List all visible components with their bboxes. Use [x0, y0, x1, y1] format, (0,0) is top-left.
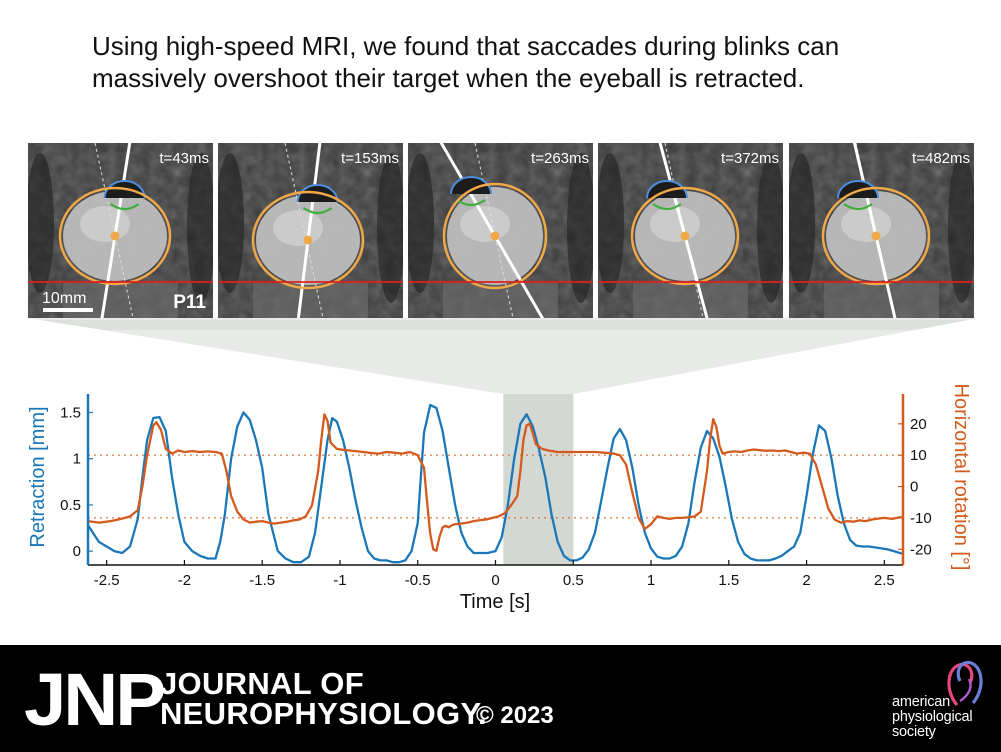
x-tick-label: -1.5 [249, 572, 275, 589]
aps-logo-icon [947, 660, 983, 707]
highlight-band [503, 394, 574, 565]
eyeball-outline [442, 182, 548, 290]
publisher-line-2: physiological [892, 709, 973, 725]
eyeball-center-marker [490, 231, 500, 241]
copyright: © 2023 [476, 702, 554, 729]
x-axis-label: Time [s] [460, 591, 530, 613]
mri-frame: t=482ms [789, 143, 974, 318]
lens-outline [456, 199, 486, 207]
lens-outline [652, 203, 682, 211]
left-y-tick-label: 1.5 [60, 404, 81, 421]
right-y-tick-label: 10 [910, 447, 927, 464]
headline: Using high-speed MRI, we found that sacc… [92, 30, 972, 94]
lens-outline [302, 207, 333, 215]
lens-outline [109, 203, 140, 211]
right-y-tick-label: 20 [910, 416, 927, 433]
eyeball-center-marker [680, 231, 690, 241]
journal-name-line-1: JOURNAL OF [160, 666, 364, 701]
journal-name-line-2: NEUROPHYSIOLOGY. [160, 696, 487, 731]
scale-bar [43, 308, 93, 312]
right-y-tick-label: -10 [910, 510, 932, 527]
x-tick-label: 1 [647, 572, 655, 589]
mri-frame: t=153ms [218, 143, 403, 318]
x-tick-label: 2 [802, 572, 810, 589]
cornea-outline [450, 176, 492, 195]
mri-frame: t=372ms [598, 143, 783, 318]
lens-outline [843, 203, 873, 211]
x-tick-label: -0.5 [405, 572, 431, 589]
mri-frame: t=263ms [408, 143, 593, 318]
frame-time-label: t=482ms [912, 150, 970, 167]
retraction-rotation-chart: -2.5 -2 -1.5 -1 -0.5 0 0.5 1 1.5 2 2.5 0 0.5 1 1.5 -20 -… [27, 320, 972, 613]
eyeball-outline [58, 186, 172, 286]
jnp-logo: JNP [24, 658, 166, 741]
frame-time-label: t=43ms [159, 150, 209, 167]
right-axis-label: Horizontal rotation [°] [950, 384, 972, 571]
frame-time-label: t=153ms [341, 150, 399, 167]
x-tick-label: -1 [333, 572, 346, 589]
journal-name: JOURNAL OF NEUROPHYSIOLOGY. [160, 666, 487, 731]
participant-label: P11 [173, 292, 206, 313]
x-tick-label: 0 [491, 572, 499, 589]
x-tick-label: -2 [178, 572, 191, 589]
left-y-tick-label: 1 [73, 451, 81, 468]
x-tick-label: 0.5 [563, 572, 584, 589]
mri-frame: t=43ms 10mm P11 [28, 143, 213, 318]
frame-time-label: t=263ms [531, 150, 589, 167]
frame-time-label: t=372ms [721, 150, 779, 167]
x-tick-label: 2.5 [874, 572, 895, 589]
retraction-series-line [87, 403, 904, 564]
headline-line-2: massively overshoot their target when th… [92, 63, 805, 93]
right-y-tick-label: -20 [910, 541, 932, 558]
publisher-name: american physiological society [892, 695, 997, 740]
headline-line-1: Using high-speed MRI, we found that sacc… [92, 31, 840, 61]
callout-trapezoid-lower [40, 320, 969, 394]
eyeball-outline [251, 190, 365, 290]
left-axis-label: Retraction [mm] [27, 406, 49, 547]
x-tick-label: 1.5 [718, 572, 739, 589]
eyeball-center-marker [110, 231, 120, 241]
mri-frame-strip: t=43ms 10mm P11 t=153ms t=263ms t=372ms t=482m… [28, 143, 979, 330]
left-y-tick-label: 0.5 [60, 497, 81, 514]
left-y-tick-label: 0 [73, 543, 81, 560]
eyeball-center-marker [871, 231, 881, 241]
publisher-line-3: society [892, 724, 936, 740]
scale-bar-label: 10mm [42, 290, 86, 307]
eyeball-outline [821, 186, 931, 286]
eyeball-center-marker [303, 235, 313, 245]
eyeball-outline [630, 186, 740, 286]
right-y-tick-label: 0 [910, 479, 918, 496]
x-tick-label: -2.5 [94, 572, 120, 589]
journal-footer: JNP JOURNAL OF NEUROPHYSIOLOGY. © 2023 a… [0, 645, 1001, 752]
rotation-series-line [87, 413, 904, 553]
publisher-line-1: american [892, 694, 951, 710]
